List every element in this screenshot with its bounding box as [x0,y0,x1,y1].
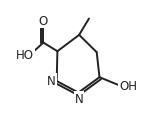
Text: HO: HO [16,48,34,61]
Text: O: O [39,15,48,28]
Text: N: N [47,74,56,87]
Text: N: N [75,92,83,105]
Text: OH: OH [119,80,137,93]
